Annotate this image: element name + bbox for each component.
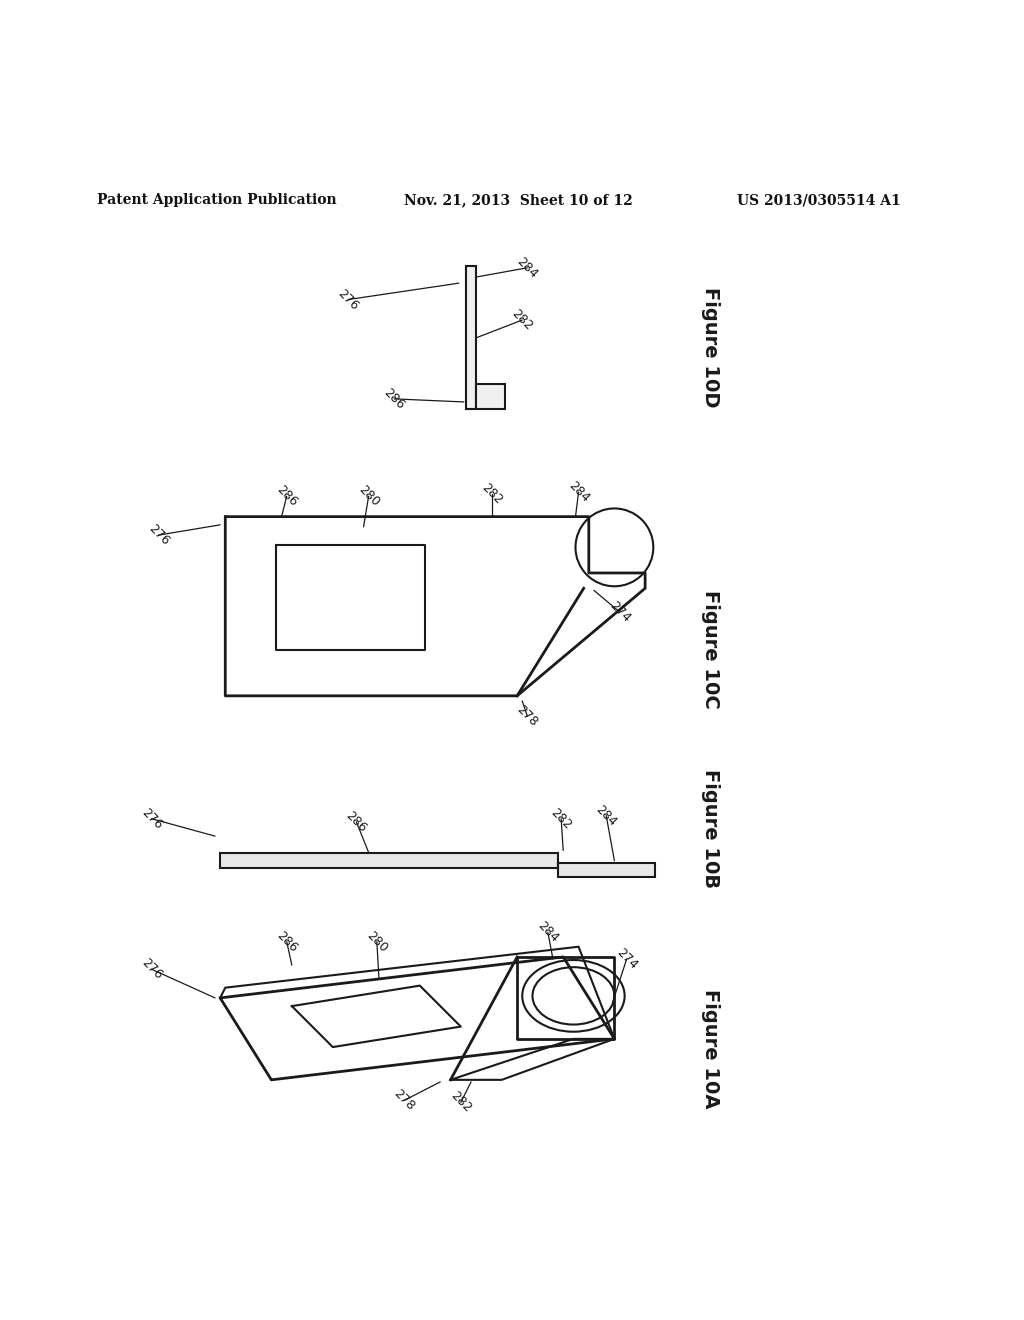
- Text: 276: 276: [138, 805, 165, 832]
- Text: 286: 286: [273, 483, 300, 510]
- Text: 276: 276: [138, 956, 165, 982]
- Text: 278: 278: [514, 704, 541, 730]
- Text: 282: 282: [509, 308, 536, 333]
- Text: Figure 10C: Figure 10C: [701, 590, 721, 709]
- Bar: [476, 384, 505, 409]
- Text: 282: 282: [447, 1089, 474, 1115]
- Text: 286: 286: [343, 809, 370, 834]
- Text: 284: 284: [535, 920, 561, 945]
- Ellipse shape: [532, 968, 614, 1024]
- Text: 284: 284: [565, 479, 592, 506]
- Bar: [466, 265, 476, 409]
- Text: 282: 282: [548, 805, 574, 832]
- Text: 274: 274: [613, 946, 640, 972]
- Text: 284: 284: [593, 803, 620, 829]
- Text: Figure 10D: Figure 10D: [701, 288, 721, 408]
- Text: Patent Application Publication: Patent Application Publication: [97, 193, 337, 207]
- Text: 284: 284: [514, 255, 541, 281]
- Ellipse shape: [575, 508, 653, 586]
- Text: 282: 282: [478, 480, 505, 507]
- Bar: [220, 853, 558, 867]
- Text: 286: 286: [273, 928, 300, 954]
- Text: Nov. 21, 2013  Sheet 10 of 12: Nov. 21, 2013 Sheet 10 of 12: [404, 193, 633, 207]
- Text: 286: 286: [381, 385, 408, 412]
- Text: 274: 274: [606, 599, 633, 624]
- Text: 280: 280: [355, 483, 382, 510]
- Text: 276: 276: [335, 286, 361, 313]
- Text: Figure 10A: Figure 10A: [701, 990, 721, 1109]
- Text: 276: 276: [145, 523, 172, 548]
- Text: US 2013/0305514 A1: US 2013/0305514 A1: [737, 193, 901, 207]
- Text: 278: 278: [391, 1088, 418, 1113]
- Bar: [558, 863, 655, 876]
- Text: Figure 10B: Figure 10B: [701, 770, 721, 888]
- Text: 280: 280: [364, 928, 390, 954]
